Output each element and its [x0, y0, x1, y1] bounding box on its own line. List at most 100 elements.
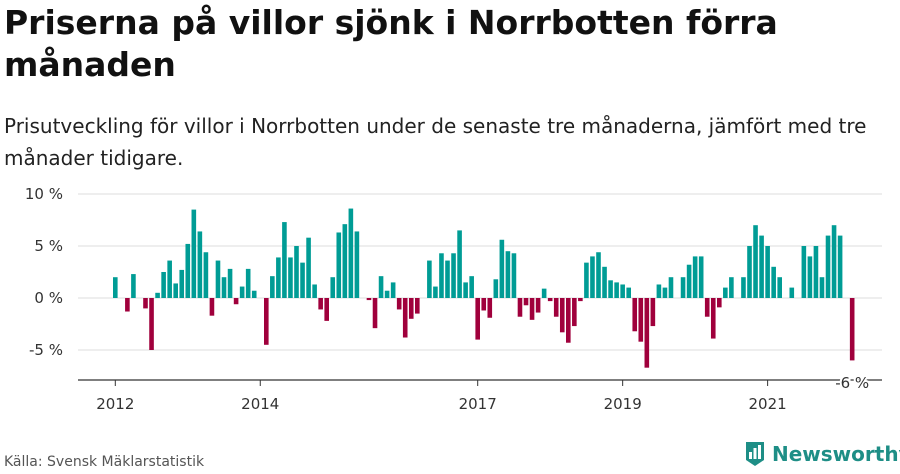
bar [729, 277, 734, 298]
bar [614, 282, 619, 298]
bar [433, 286, 438, 298]
y-tick-label: 5 % [34, 237, 63, 255]
end-value-label: -6 % [835, 374, 869, 392]
bar [294, 246, 299, 298]
bar [215, 260, 221, 298]
bar [161, 272, 166, 298]
bar [336, 232, 342, 298]
bar [149, 298, 154, 350]
bar [408, 298, 414, 319]
bar [771, 266, 776, 298]
bar [233, 298, 239, 305]
bar [837, 235, 843, 298]
bar [312, 284, 317, 298]
bar [475, 298, 480, 340]
bar [245, 268, 251, 298]
bar [572, 298, 577, 327]
x-tick-label: 2012 [96, 395, 134, 413]
chart-title: Priserna på villor sjönk i Norrbotten fö… [4, 3, 778, 84]
bar [402, 298, 408, 338]
bar [143, 298, 148, 309]
bar [680, 277, 686, 298]
bar [125, 298, 130, 312]
bar [306, 237, 311, 298]
bar [469, 276, 474, 298]
newsworthy-logo-icon [746, 442, 764, 466]
bar [541, 288, 547, 298]
bar [801, 246, 807, 298]
bar [517, 298, 523, 317]
bar [131, 274, 136, 298]
bar [348, 208, 354, 298]
bar [499, 239, 505, 298]
bar [741, 277, 746, 298]
bar [457, 230, 462, 298]
bar [644, 298, 650, 368]
bar [203, 252, 209, 298]
bar [372, 298, 378, 329]
bar [378, 276, 384, 298]
bar [559, 298, 565, 333]
bar [698, 256, 704, 298]
bar [451, 253, 456, 298]
bar [505, 251, 511, 298]
bar [825, 235, 831, 298]
bar [662, 287, 668, 298]
x-tick-label: 2014 [241, 395, 279, 413]
bar [300, 262, 305, 298]
brand: Newsworthy [744, 440, 900, 468]
bar [330, 277, 336, 298]
bar [270, 276, 275, 298]
bar [807, 256, 813, 298]
bar [239, 286, 245, 298]
bar [445, 260, 450, 298]
brand-name: Newsworthy [772, 442, 900, 466]
bar [723, 287, 728, 298]
bar [777, 277, 782, 298]
bar [650, 298, 656, 327]
bar [596, 252, 601, 298]
bar [578, 298, 583, 302]
x-tick-label: 2021 [749, 395, 787, 413]
bar [251, 290, 257, 298]
bar [264, 298, 269, 345]
bar [415, 298, 420, 314]
bar [620, 284, 625, 298]
bar [396, 298, 402, 310]
bar [384, 290, 390, 298]
bar [324, 298, 329, 321]
bar [535, 298, 541, 313]
bar [638, 298, 644, 342]
bar [789, 287, 795, 298]
x-tick-label: 2017 [459, 395, 497, 413]
bar [113, 277, 118, 298]
bar [511, 253, 517, 298]
bar [819, 277, 825, 298]
bar [759, 235, 764, 298]
bar [523, 298, 529, 306]
bar [590, 256, 595, 298]
source-note: Källa: Svensk Mäklarstatistik [4, 454, 205, 470]
bar [487, 298, 493, 318]
bar [342, 224, 348, 298]
bar [753, 225, 758, 298]
bar [529, 298, 535, 320]
bar [626, 287, 631, 298]
bar [602, 266, 607, 298]
bar [209, 298, 215, 316]
bar [668, 277, 674, 298]
bar [632, 298, 638, 332]
bar [354, 231, 360, 298]
bar [179, 269, 185, 298]
bar [547, 298, 553, 302]
bar [553, 298, 559, 317]
bar [185, 243, 191, 298]
bar [686, 264, 692, 298]
bar [155, 292, 160, 298]
bar [813, 246, 819, 298]
bar [831, 225, 837, 298]
bar [584, 262, 589, 298]
bar [197, 231, 203, 298]
bar [481, 298, 487, 311]
bar [566, 298, 571, 343]
